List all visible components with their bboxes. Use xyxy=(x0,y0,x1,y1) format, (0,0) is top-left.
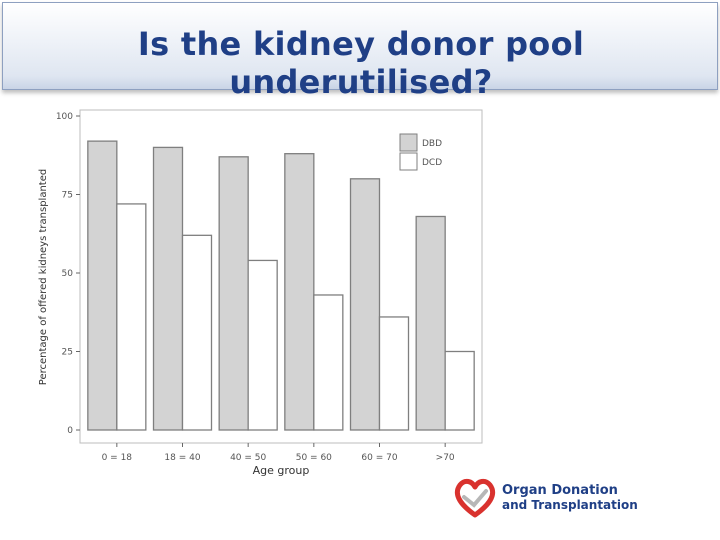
legend-swatch-dcd xyxy=(399,152,418,171)
slide-title-bar: Is the kidney donor pool underutilised? xyxy=(2,2,718,101)
organ-donation-logo: Organ Donation and Transplantation xyxy=(452,475,652,520)
slide-title: Is the kidney donor pool underutilised? xyxy=(137,25,585,101)
x-tick-label: >70 xyxy=(436,453,455,463)
legend-swatch-dbd xyxy=(399,133,418,152)
bar-dbd-4 xyxy=(349,178,381,431)
y-axis-label: Percentage of offered kidneys transplant… xyxy=(38,169,49,385)
y-tick-label: 25 xyxy=(62,348,73,358)
bar-dbd-3 xyxy=(284,153,315,431)
y-tick-label: 100 xyxy=(56,112,73,122)
logo-text-line1: Organ Donation xyxy=(502,483,618,498)
bar-dbd-0 xyxy=(87,140,118,431)
x-tick-label: 18 = 40 xyxy=(164,453,200,463)
bar-dcd-0 xyxy=(116,203,147,431)
y-tick-label: 75 xyxy=(62,191,73,201)
y-tick-label: 50 xyxy=(62,269,74,279)
bar-dcd-4 xyxy=(378,316,410,431)
logo-text-line2: and Transplantation xyxy=(502,498,638,512)
legend-label-dcd: DCD xyxy=(422,158,442,168)
x-axis-label: Age group xyxy=(253,464,310,477)
bar-dcd-1 xyxy=(181,234,213,431)
legend-label-dbd: DBD xyxy=(422,139,442,149)
bar-dbd-2 xyxy=(218,156,249,431)
y-tick-label: 0 xyxy=(67,426,73,436)
x-tick-label: 50 = 60 xyxy=(296,453,332,463)
bar-dbd-1 xyxy=(152,146,184,431)
x-tick-label: 0 = 18 xyxy=(102,453,133,463)
x-tick-label: 60 = 70 xyxy=(361,453,397,463)
x-tick-label: 40 = 50 xyxy=(230,453,266,463)
heart-logo-icon xyxy=(454,478,496,518)
bar-dcd-5 xyxy=(444,350,475,431)
bar-dbd-5 xyxy=(415,215,446,431)
bar-dcd-2 xyxy=(247,259,278,431)
bar-dcd-3 xyxy=(313,294,344,431)
